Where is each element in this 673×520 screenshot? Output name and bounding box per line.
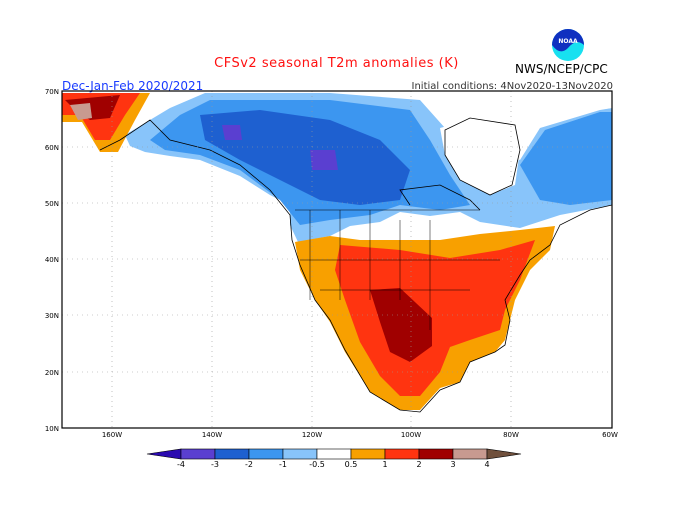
lat-label: 20N [45, 369, 59, 377]
colorbar-label: 2 [416, 460, 421, 469]
colorbar-label: 1 [382, 460, 387, 469]
colorbar-segment [146, 448, 182, 460]
lon-label: 160W [102, 431, 122, 439]
colorbar-segment [350, 448, 386, 460]
lon-label: 120W [302, 431, 322, 439]
lon-label: 80W [503, 431, 519, 439]
colorbar-segment [282, 448, 318, 460]
colorbar-segment [214, 448, 250, 460]
state-borders [295, 209, 500, 330]
lat-label: 40N [45, 256, 59, 264]
coastline [99, 117, 612, 413]
lat-label: 30N [45, 312, 59, 320]
colorbar-label: -0.5 [309, 460, 325, 469]
colorbar-label: -1 [279, 460, 287, 469]
colorbar-segment [316, 448, 352, 460]
graticule [62, 91, 612, 428]
noaa-logo: NOAA [548, 28, 588, 66]
colorbar-segment [180, 448, 216, 460]
colorbar-segment [384, 448, 420, 460]
colorbar-segment [248, 448, 284, 460]
lon-label: 140W [202, 431, 222, 439]
lat-axis: 70N 60N 50N 40N 30N 20N 10N [45, 88, 59, 433]
colorbar-label: 0.5 [345, 460, 358, 469]
lon-label: 100W [401, 431, 421, 439]
alaska-warm-brown [70, 103, 92, 120]
cold-anomaly-dark [200, 110, 410, 205]
hudson-neutral [440, 120, 520, 195]
agency-label: NWS/NCEP/CPC [515, 62, 608, 76]
initial-conditions-label: Initial conditions: 4Nov2020-13Nov2020 [411, 81, 613, 92]
lat-label: 50N [45, 200, 59, 208]
lon-label: 60W [602, 431, 618, 439]
anomaly-field [62, 91, 612, 428]
colorbar-segment [452, 448, 488, 460]
lat-label: 70N [45, 88, 59, 96]
colorbar-label: -3 [211, 460, 219, 469]
colorbar-segment [486, 448, 522, 460]
season-label: Dec-Jan-Feb 2020/2021 [62, 79, 204, 93]
chart-title: CFSv2 seasonal T2m anomalies (K) [214, 56, 459, 71]
lat-label: 10N [45, 425, 59, 433]
colorbar-label: -4 [177, 460, 185, 469]
cold-anomaly-east [520, 112, 612, 205]
warm-anomaly-darkred [370, 288, 432, 362]
colorbar-label: 3 [450, 460, 455, 469]
map-frame [61, 90, 613, 429]
cold-anomaly-purple [222, 125, 242, 140]
alaska-warm-darkred [65, 95, 120, 120]
colorbar-segment [418, 448, 454, 460]
lon-axis: 160W 140W 120W 100W 80W 60W [102, 431, 618, 439]
warm-anomaly-red [335, 240, 535, 396]
svg-text:NOAA: NOAA [558, 38, 578, 45]
colorbar: -4 -3 -2 -1 -0.5 0.5 1 2 3 4 [146, 448, 522, 469]
greenland-neutral [560, 93, 612, 112]
colorbar-label: -2 [245, 460, 253, 469]
colorbar-label: 4 [484, 460, 489, 469]
cold-anomaly-purple [310, 150, 338, 170]
lat-label: 60N [45, 144, 59, 152]
